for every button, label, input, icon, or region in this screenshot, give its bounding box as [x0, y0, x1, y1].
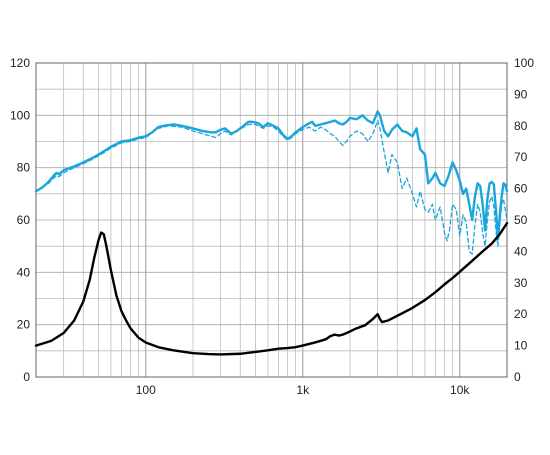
y-tick-label-right: 20: [514, 307, 528, 321]
y-tick-label-left: 60: [17, 213, 31, 227]
response-curve-dashed: [35, 119, 508, 255]
y-tick-label-right: 70: [514, 150, 528, 164]
series-layer: [34, 110, 509, 356]
y-tick-label-left: 80: [17, 161, 31, 175]
y-tick-label-right: 80: [514, 119, 528, 133]
y-tick-label-right: 50: [514, 213, 528, 227]
x-axis: 100 1k 10k: [136, 383, 471, 397]
y-tick-label-right: 60: [514, 182, 528, 196]
x-tick-label: 100: [136, 383, 156, 397]
response-curve-solid: [34, 110, 509, 240]
plot-frame: [35, 62, 508, 378]
y-tick-label-right: 100: [514, 56, 534, 70]
y-tick-label-left: 20: [17, 318, 31, 332]
impedance-curve: [34, 221, 509, 356]
y-tick-label-left: 40: [17, 265, 31, 279]
y-tick-label-left: 120: [10, 56, 30, 70]
y-tick-label-right: 40: [514, 244, 528, 258]
y-tick-label-right: 0: [514, 370, 521, 384]
y-tick-label-right: 90: [514, 87, 528, 101]
y-tick-label-right: 10: [514, 339, 528, 353]
x-tick-label: 10k: [450, 383, 470, 397]
y-tick-label-left: 0: [23, 370, 30, 384]
plot-border: [35, 62, 508, 378]
y-tick-label-left: 100: [10, 108, 30, 122]
grid-lines: [35, 62, 508, 378]
y-axis-right: 0 10 20 30 40 50 60 70 80 90 100: [514, 56, 534, 384]
x-tick-label: 1k: [296, 383, 310, 397]
y-tick-label-right: 30: [514, 276, 528, 290]
y-axis-left: 0 20 40 60 80 100 120: [10, 56, 30, 384]
